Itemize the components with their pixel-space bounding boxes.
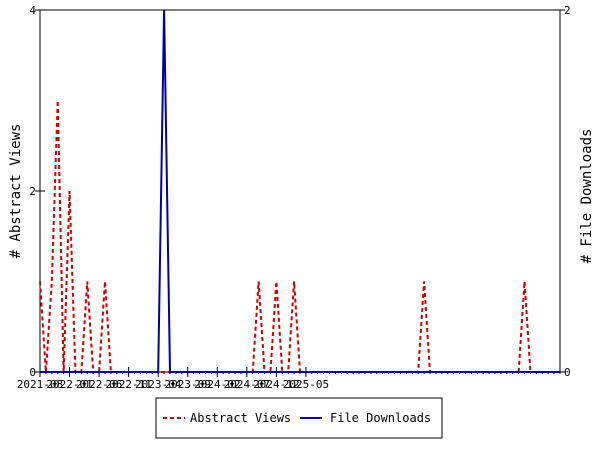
y-right-tick-label: 0	[564, 366, 571, 379]
x-tick-label: 2024-07	[224, 378, 270, 391]
legend-box	[155, 397, 443, 439]
x-tick-label: 2023-04	[135, 378, 182, 391]
x-tick-label: 2022-01	[46, 378, 92, 391]
legend-label-file-downloads: File Downloads	[330, 411, 431, 425]
x-tick-label: 2024-02	[194, 378, 240, 391]
x-tick-label: 2021-08	[17, 378, 63, 391]
y-right-tick-label: 2	[564, 4, 571, 17]
legend-label-abstract-views: Abstract Views	[190, 411, 291, 425]
series-line-file-downloads	[40, 9, 560, 373]
x-tick-label: 2022-06	[76, 378, 122, 391]
y-left-tick-label: 0	[29, 366, 36, 379]
y-axis-title-left: # Abstract Views	[8, 124, 24, 259]
legend: Abstract Views File Downloads	[155, 397, 443, 439]
series-layer	[39, 9, 560, 373]
x-tick-label: 2023-09	[165, 378, 211, 391]
series-line-abstract-views	[39, 100, 560, 373]
x-tick-label: 2024-12	[253, 378, 299, 391]
plot-frame	[39, 9, 561, 373]
x-tick-label: 2025-05	[283, 378, 329, 391]
y-left-tick-label: 2	[29, 185, 36, 198]
x-tick-label: 2022-11	[105, 378, 151, 391]
axis-ticks: 2021-082022-012022-062022-112023-042023-…	[17, 4, 571, 391]
y-axis-title-right: # File Downloads	[579, 129, 595, 264]
y-left-tick-label: 4	[29, 4, 36, 17]
